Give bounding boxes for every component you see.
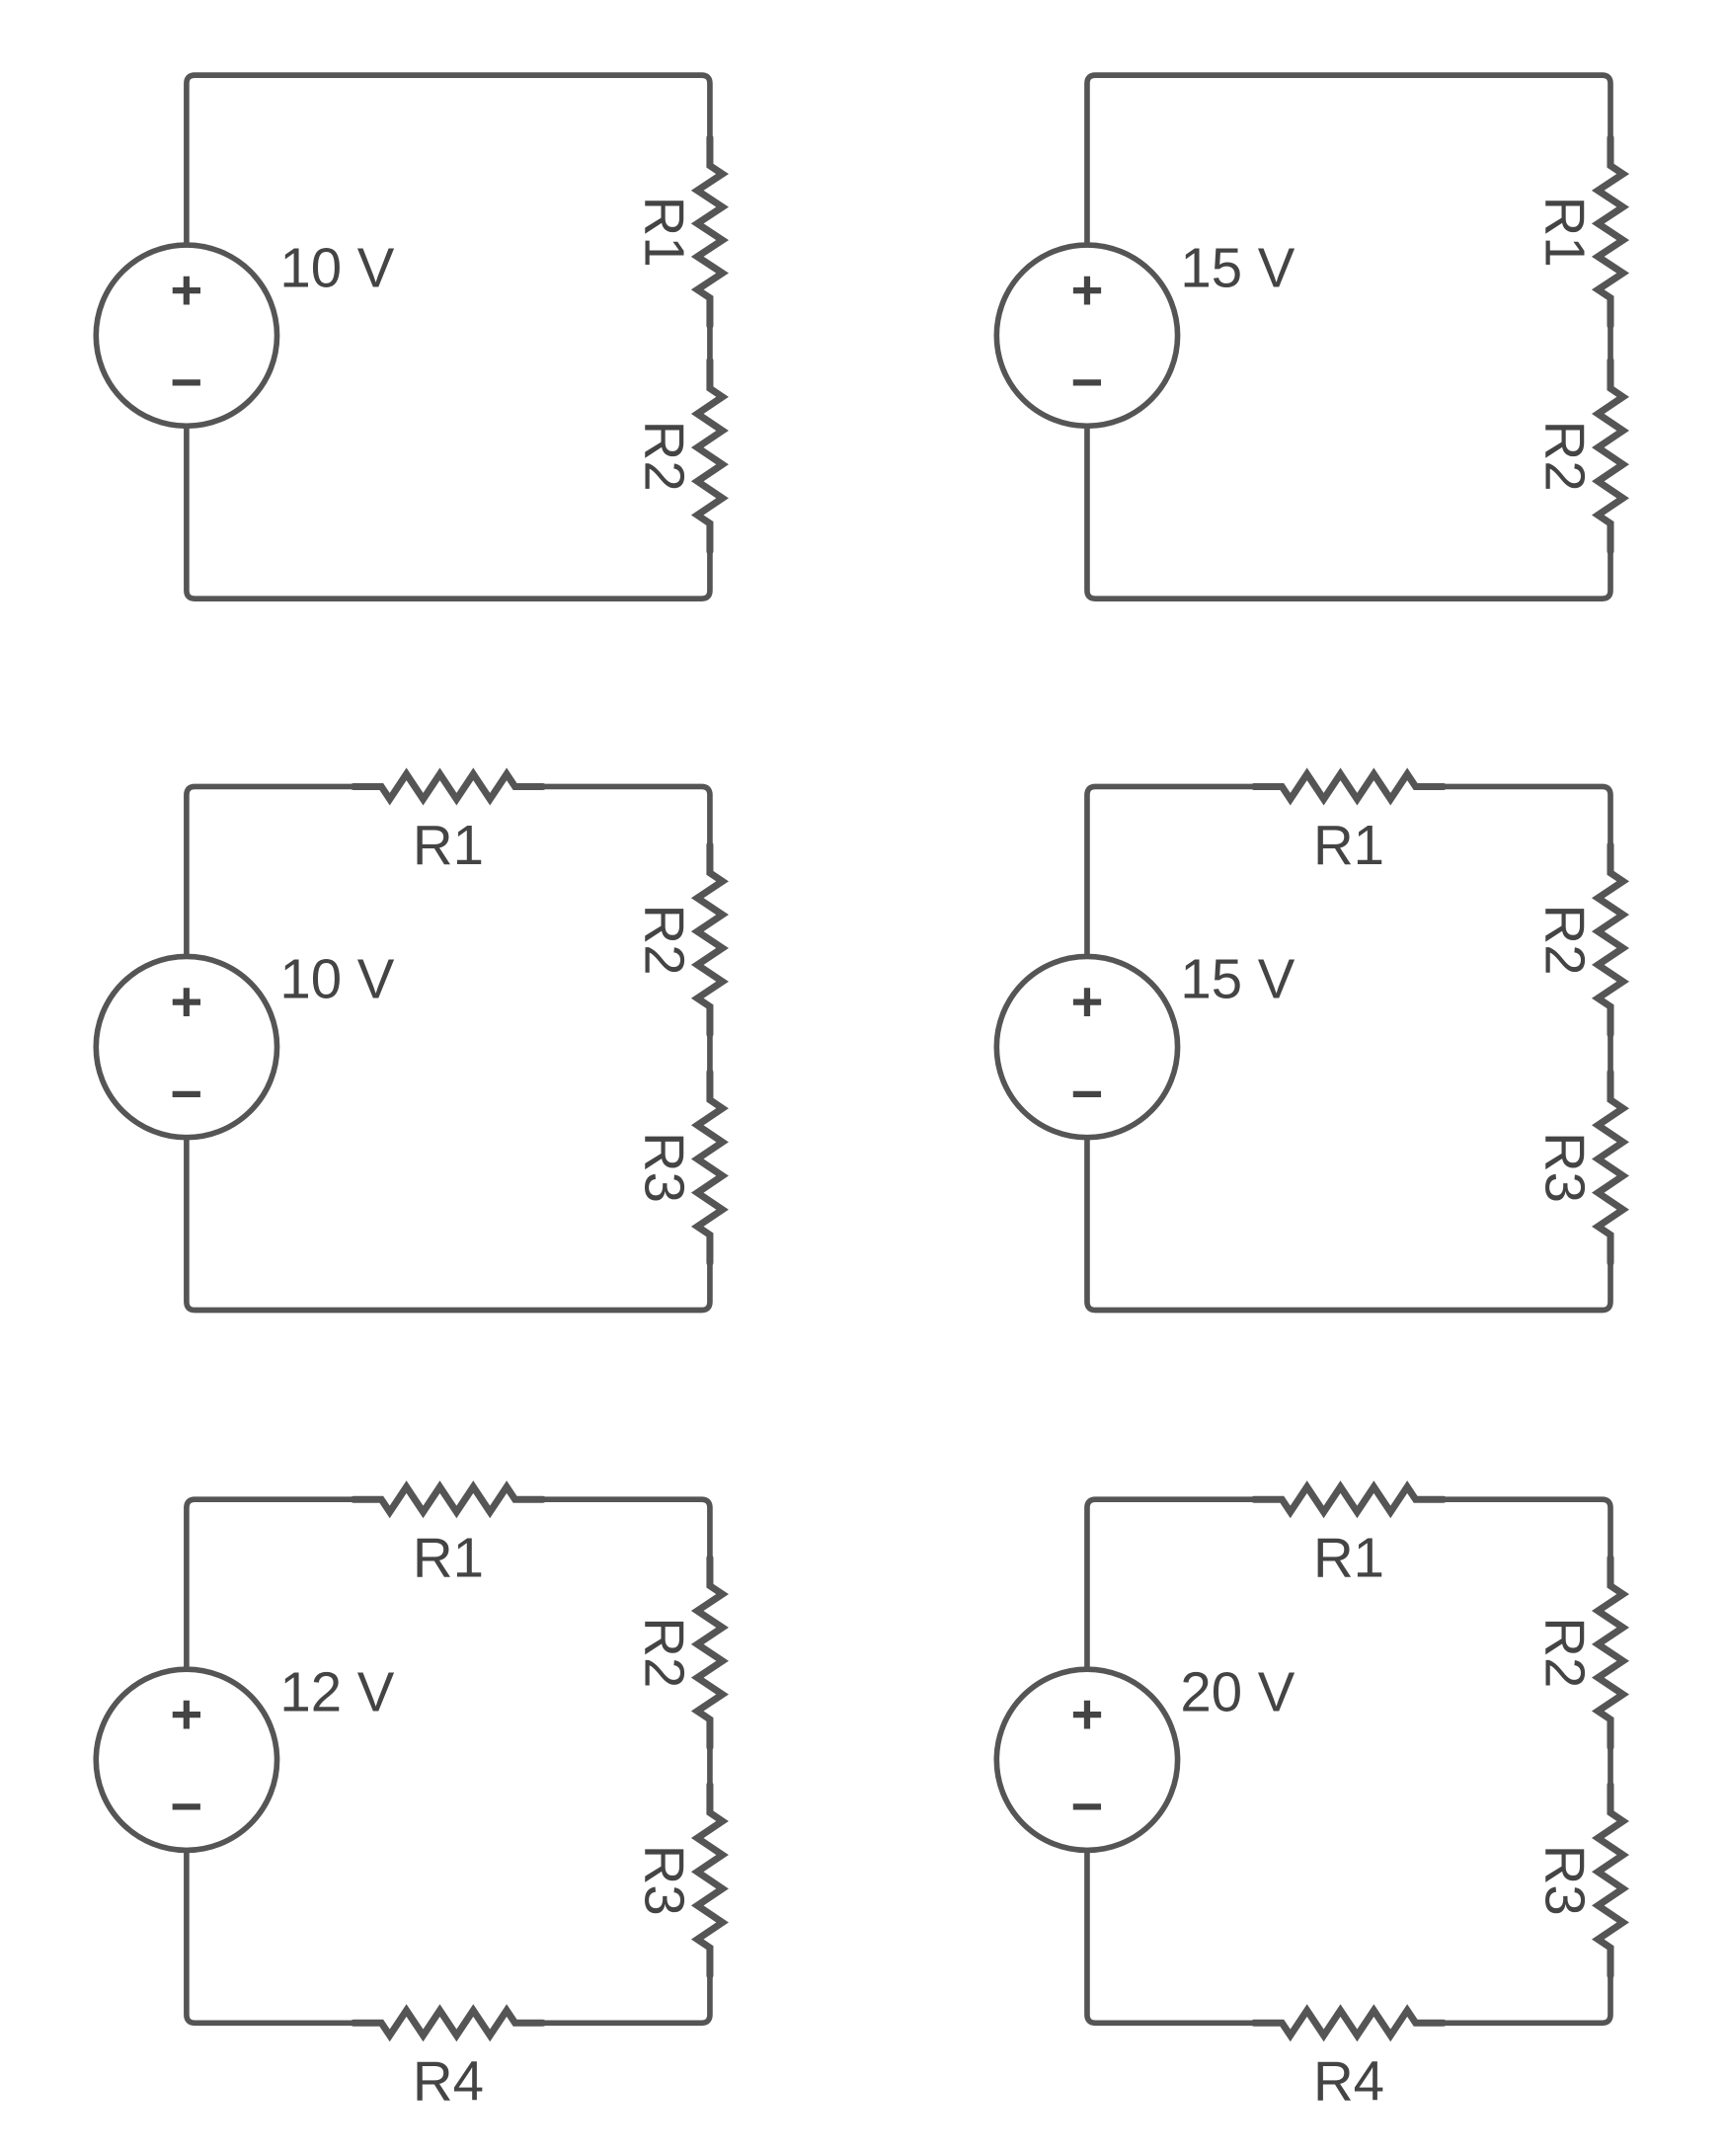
voltage-source-circle [93,953,280,1141]
voltage-source-circle [993,953,1181,1141]
wire-loop [184,72,713,601]
voltage-source-circle [993,1666,1181,1854]
resistor-r3: R3 [633,1781,729,1979]
resistor-label: R1 [1313,1527,1384,1589]
resistor-label: R2 [1533,904,1596,975]
source-voltage-label: 15 V [1180,948,1294,1010]
voltage-source: +− [93,1666,280,1854]
resistor-zigzag [690,134,730,330]
resistor-label: R3 [1533,1845,1596,1916]
resistor-r1: R1 [633,134,730,330]
voltage-source-circle [93,242,280,430]
resistor-r4: R4 [1250,2004,1448,2113]
source-voltage-label: 12 V [279,1660,394,1722]
resistor-label: R3 [633,1132,695,1203]
resistor-zigzag [1591,1554,1630,1751]
negative-terminal-sign: − [1070,351,1103,413]
positive-terminal-sign: + [170,259,202,321]
resistor-r3: R3 [633,1068,729,1267]
voltage-source-circle [93,1666,280,1854]
negative-terminal-sign: − [1070,1062,1103,1124]
wire-loop [1084,72,1613,601]
resistor-zigzag [1250,1480,1448,1519]
source-voltage-label: 20 V [1180,1660,1294,1722]
resistor-zigzag [350,1480,547,1519]
resistor-r2: R2 [633,357,729,555]
resistor-label: R4 [1313,2050,1384,2113]
resistor-r1: R1 [1250,1480,1448,1589]
resistor-zigzag [1250,767,1448,806]
negative-terminal-sign: − [170,351,202,413]
positive-terminal-sign: + [170,970,202,1032]
source-voltage-label: 10 V [279,236,394,298]
resistor-zigzag [1592,357,1629,555]
resistor-label: R1 [413,1527,484,1589]
resistor-zigzag [1591,134,1630,330]
resistor-zigzag [690,841,729,1038]
resistor-zigzag [690,1781,729,1979]
resistor-r2: R2 [1533,841,1630,1038]
negative-terminal-sign: − [170,1775,202,1837]
resistor-r4: R4 [350,2004,547,2113]
voltage-source: +− [993,953,1181,1141]
resistor-label: R1 [633,197,695,268]
voltage-source-circle [993,242,1181,430]
resistor-label: R1 [413,814,484,876]
resistor-zigzag [690,1068,729,1267]
resistor-zigzag [1592,1781,1629,1979]
resistor-r1: R1 [1250,767,1448,876]
resistor-label: R2 [1533,1617,1596,1688]
wire-loop [184,783,713,1314]
positive-terminal-sign: + [1070,970,1103,1032]
positive-terminal-sign: + [170,1683,202,1745]
resistor-label: R3 [1533,1132,1596,1203]
resistor-zigzag [690,357,729,555]
wire-loop [184,1496,713,2027]
resistor-label: R2 [633,421,695,492]
resistor-zigzag [1592,1068,1629,1267]
wire-loop [1084,1496,1613,2027]
resistor-zigzag [350,2004,547,2042]
resistor-zigzag [1591,841,1630,1038]
resistor-r2: R2 [633,841,729,1038]
resistor-r1: R1 [1533,134,1630,330]
source-voltage-label: 15 V [1180,236,1294,298]
resistor-label: R1 [1533,197,1596,268]
resistor-r2: R2 [633,1554,729,1751]
resistor-zigzag [350,767,547,806]
positive-terminal-sign: + [1070,259,1103,321]
negative-terminal-sign: − [1070,1775,1103,1837]
negative-terminal-sign: − [170,1062,202,1124]
resistor-zigzag [690,1554,729,1751]
resistor-label: R1 [1313,814,1384,876]
resistor-r1: R1 [350,767,547,876]
positive-terminal-sign: + [1070,1683,1103,1745]
resistor-r2: R2 [1533,1554,1630,1751]
voltage-source: +− [93,953,280,1141]
voltage-source: +− [93,242,280,430]
resistor-label: R4 [413,2050,484,2113]
resistor-r1: R1 [350,1480,547,1589]
voltage-source: +− [993,1666,1181,1854]
source-voltage-label: 10 V [279,948,394,1010]
resistor-r2: R2 [1533,357,1629,555]
resistor-label: R3 [633,1845,695,1916]
resistor-zigzag [1250,2004,1448,2042]
resistor-label: R2 [633,1617,695,1688]
resistor-r3: R3 [1533,1781,1629,1979]
resistor-r3: R3 [1533,1068,1629,1267]
resistor-label: R2 [633,904,695,975]
resistor-label: R2 [1533,421,1596,492]
wire-loop [1084,783,1613,1314]
voltage-source: +− [993,242,1181,430]
